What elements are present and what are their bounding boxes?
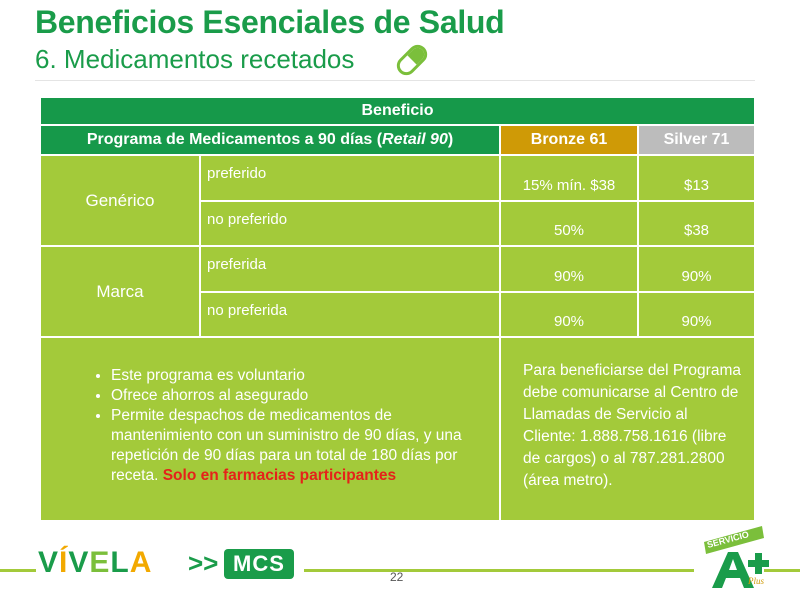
vivela-logo: VÍVELA bbox=[38, 546, 153, 579]
logo-arrows: >> bbox=[188, 548, 219, 578]
silver-value: $38 bbox=[636, 200, 757, 247]
category-generico: Genérico bbox=[39, 154, 201, 247]
title-divider bbox=[35, 80, 755, 81]
silver-value: $13 bbox=[636, 154, 757, 202]
footer-rule bbox=[764, 569, 800, 572]
tier-label: preferida bbox=[199, 245, 501, 293]
list-item: Ofrece ahorros al asegurado bbox=[111, 386, 481, 406]
header-beneficio: Beneficio bbox=[38, 96, 757, 126]
program-header-prefix: Programa de Medicamentos a 90 días ( bbox=[86, 131, 383, 148]
bronze-value: 90% bbox=[499, 291, 639, 338]
program-header-suffix: ) bbox=[447, 131, 454, 148]
footer-rule bbox=[0, 569, 36, 572]
table-row: no preferida 90% 90% bbox=[40, 291, 757, 338]
list-item-text: Permite despachos de medicamentos de man… bbox=[111, 407, 462, 484]
mcs-logo: MCS bbox=[224, 549, 294, 579]
program-notes: Este programa es voluntario Ofrece ahorr… bbox=[39, 336, 501, 522]
servicio-plus-badge-icon: SERVICIO Plus bbox=[704, 526, 769, 588]
tier-label: no preferida bbox=[199, 291, 501, 338]
bronze-value: 15% mín. $38 bbox=[499, 154, 639, 202]
footer-rule bbox=[304, 569, 694, 572]
tier-label: no preferido bbox=[199, 200, 501, 247]
program-header: Programa de Medicamentos a 90 días (Reta… bbox=[39, 124, 501, 156]
page-title: Beneficios Esenciales de Salud bbox=[35, 4, 505, 40]
pharmacy-highlight: Solo en farmacias participantes bbox=[162, 467, 397, 484]
silver-plan-header: Silver 71 bbox=[636, 124, 757, 156]
tier-label: preferido bbox=[199, 154, 501, 202]
category-marca: Marca bbox=[39, 245, 201, 338]
bronze-plan-header: Bronze 61 bbox=[499, 124, 639, 156]
bronze-value: 50% bbox=[499, 200, 639, 247]
bronze-value: 90% bbox=[499, 245, 639, 293]
table-row: no preferido 50% $38 bbox=[40, 200, 757, 247]
notes-list: Este programa es voluntario Ofrece ahorr… bbox=[85, 366, 481, 486]
section-subtitle: 6. Medicamentos recetados bbox=[35, 44, 355, 74]
page-number: 22 bbox=[390, 570, 404, 584]
svg-text:Plus: Plus bbox=[747, 576, 764, 586]
pill-icon bbox=[396, 44, 428, 76]
table-row: Marca preferida 90% 90% bbox=[39, 245, 757, 338]
silver-value: 90% bbox=[636, 291, 757, 338]
table-row: Genérico preferido 15% mín. $38 $13 bbox=[39, 154, 757, 247]
list-item: Este programa es voluntario bbox=[111, 366, 481, 386]
benefits-table: Beneficio Programa de Medicamentos a 90 … bbox=[38, 96, 757, 522]
contact-info: Para beneficiarse del Programa debe comu… bbox=[498, 336, 757, 522]
program-header-italic: Retail 90 bbox=[382, 131, 448, 148]
list-item: Permite despachos de medicamentos de man… bbox=[111, 406, 481, 486]
silver-value: 90% bbox=[636, 245, 757, 293]
